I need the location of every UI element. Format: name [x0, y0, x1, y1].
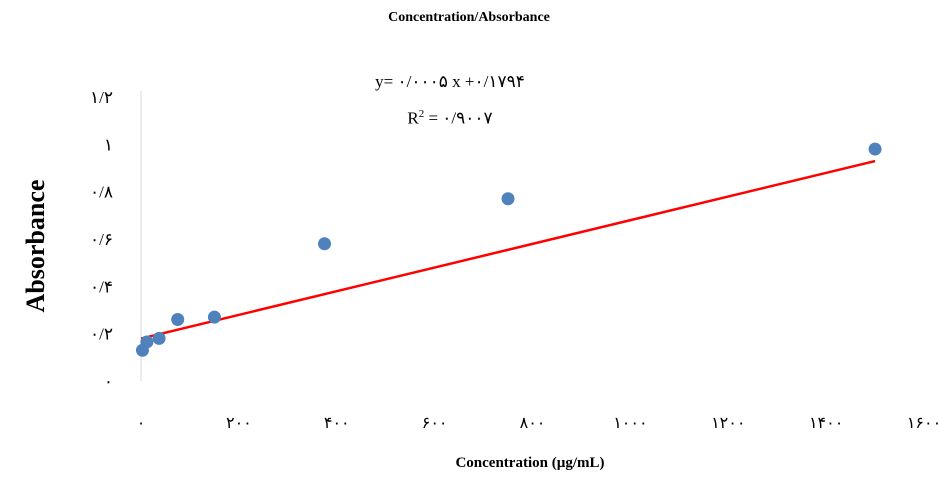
data-point — [318, 237, 332, 251]
y-tick-label: ۱/۲ — [90, 88, 113, 107]
x-tick-label: ۸۰۰ — [520, 415, 546, 432]
x-tick-label: ۴۰۰ — [324, 415, 350, 432]
data-point — [207, 310, 221, 324]
r-squared-value: = ۰/۹۰۰۷ — [424, 108, 493, 128]
x-tick-label: ۰ — [137, 415, 146, 432]
y-tick-label: ۰ — [104, 372, 113, 391]
y-tick-label: ۱ — [104, 135, 113, 154]
data-point — [140, 335, 154, 349]
data-point — [501, 192, 515, 206]
trendline-group — [140, 159, 876, 340]
x-tick-label: ۱۲۰۰ — [711, 415, 745, 432]
x-tick-labels: ۰ ۲۰۰ ۴۰۰ ۶۰۰ ۸۰۰ ۱۰۰۰ ۱۲۰۰ ۱۴۰۰ ۱۶۰۰ — [137, 415, 938, 432]
trendline-equation: y= ۰/۰۰۰۵ x +۰/۱۷۹۴ — [375, 72, 525, 91]
y-axis-title: Absorbance — [21, 179, 50, 313]
y-tick-label: ۰/۴ — [90, 277, 113, 296]
trendline — [140, 159, 876, 340]
y-tick-labels: ۰ ۰/۲ ۰/۴ ۰/۶ ۰/۸ ۱ ۱/۲ — [90, 88, 113, 391]
x-tick-label: ۲۰۰ — [226, 415, 252, 432]
x-tick-label: ۶۰۰ — [422, 415, 448, 432]
chart-title: Concentration/Absorbance — [388, 10, 550, 25]
x-tick-label: ۱۴۰۰ — [809, 415, 843, 432]
y-tick-label: ۰/۸ — [90, 183, 113, 202]
r-squared-label: R2 = ۰/۹۰۰۷ — [407, 108, 493, 128]
x-axis-title: Concentration (µg/mL) — [455, 455, 605, 471]
y-tick-label: ۰/۶ — [90, 230, 113, 249]
data-point — [171, 312, 185, 326]
y-tick-label: ۰/۲ — [90, 325, 113, 344]
r-squared-symbol: R — [407, 108, 419, 128]
data-point — [152, 331, 166, 345]
x-tick-label: ۱۰۰۰ — [613, 415, 647, 432]
data-points — [135, 142, 882, 357]
x-tick-label: ۱۶۰۰ — [907, 415, 938, 432]
data-point — [868, 142, 882, 156]
